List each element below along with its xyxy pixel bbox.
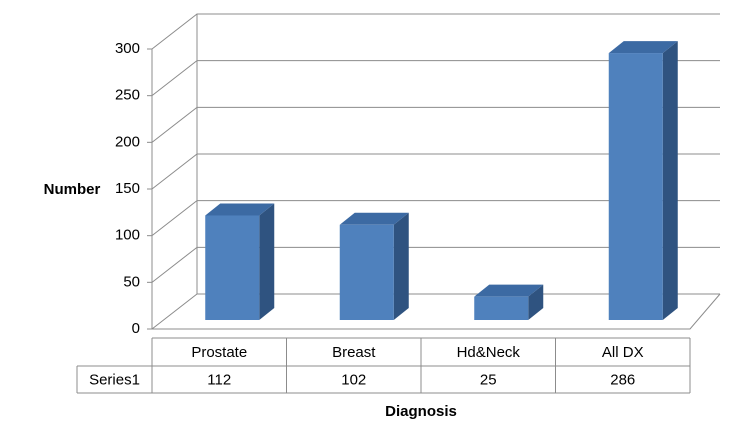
y-tick-label: 150 [115,180,140,197]
y-tick-label: 50 [123,273,140,290]
x-axis-label: Diagnosis [385,403,457,420]
y-tick-label: 0 [132,320,140,337]
grid-line [151,246,720,283]
table-grid [76,337,690,394]
grid-line [151,60,720,97]
y-tick-label: 300 [115,40,140,57]
bar [608,53,663,321]
grid-line [151,106,720,143]
grid-line [151,293,720,330]
bar-top [608,41,678,54]
y-tick-label: 250 [115,87,140,104]
bar-top [474,284,544,297]
x-tick-label: Hd&Neck [457,344,521,361]
table-value: 25 [480,371,497,388]
grid-line [151,153,720,190]
legend-label: Series1 [89,371,140,388]
bar [339,224,394,320]
x-tick-label: Prostate [191,344,247,361]
bar [474,296,529,320]
bar-side [662,41,678,321]
bar-top [339,212,409,225]
bar [205,215,260,320]
bar-side [259,203,275,320]
table-value: 102 [341,371,366,388]
x-tick-label: All DX [602,344,644,361]
grid-line [151,200,720,237]
grid-line [151,13,720,50]
bar-top [205,203,275,216]
bar-side [528,284,544,320]
table-value: 112 [207,371,231,388]
x-tick-label: Breast [332,344,376,361]
bar-side [393,212,409,320]
y-tick-label: 100 [115,227,140,244]
table-value: 286 [610,371,635,388]
y-axis-label: Number [44,181,101,198]
y-tick-label: 200 [115,133,140,150]
floor-edge [152,293,721,330]
